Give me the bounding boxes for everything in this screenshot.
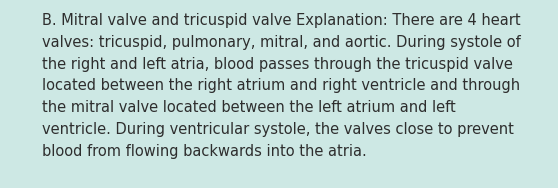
Text: valves: tricuspid, pulmonary, mitral, and aortic. During systole of: valves: tricuspid, pulmonary, mitral, an… <box>42 35 521 50</box>
Text: the right and left atria, blood passes through the tricuspid valve: the right and left atria, blood passes t… <box>42 57 513 72</box>
Text: located between the right atrium and right ventricle and through: located between the right atrium and rig… <box>42 78 520 93</box>
Text: ventricle. During ventricular systole, the valves close to prevent: ventricle. During ventricular systole, t… <box>42 122 514 137</box>
Text: B. Mitral valve and tricuspid valve Explanation: There are 4 heart: B. Mitral valve and tricuspid valve Expl… <box>42 13 521 28</box>
Text: blood from flowing backwards into the atria.: blood from flowing backwards into the at… <box>42 144 367 159</box>
Text: the mitral valve located between the left atrium and left: the mitral valve located between the lef… <box>42 100 456 115</box>
